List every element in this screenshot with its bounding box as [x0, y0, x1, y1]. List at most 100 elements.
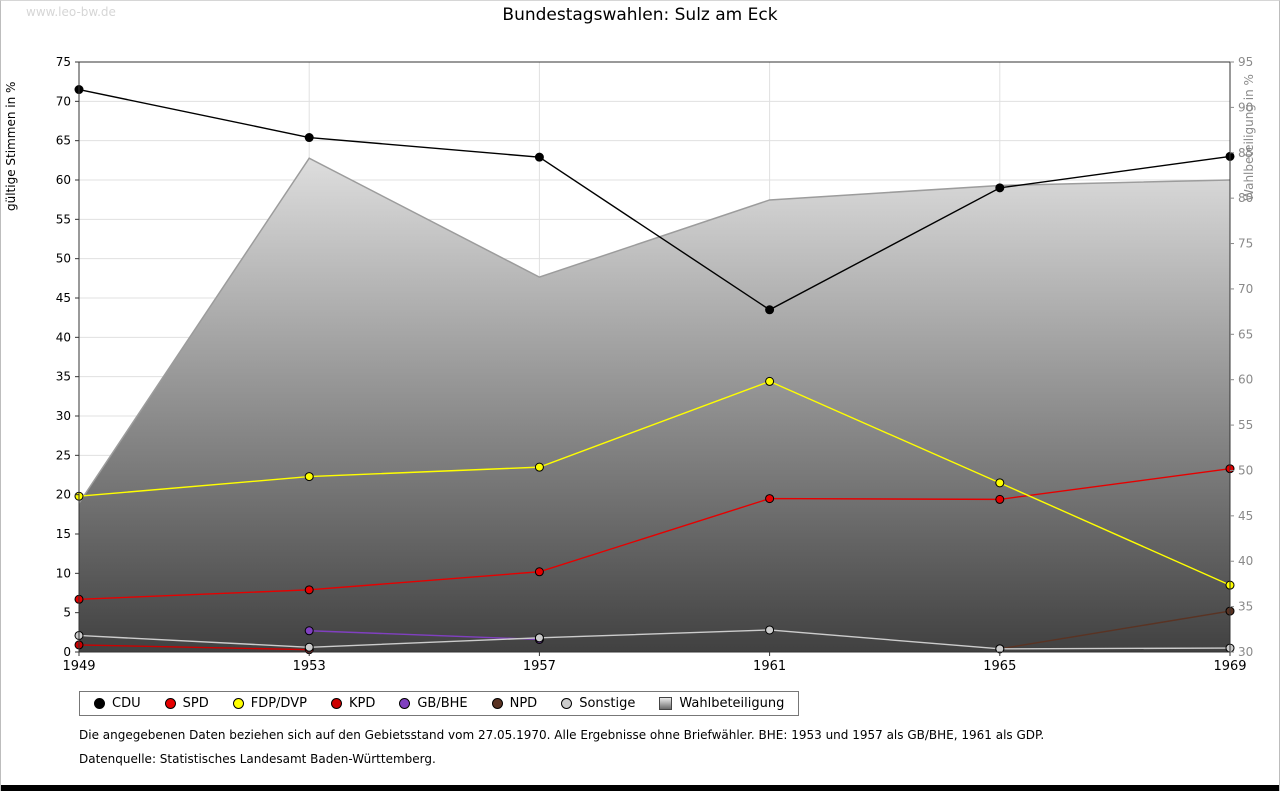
left-tick-label: 5 [63, 606, 71, 620]
left-tick-label: 70 [56, 94, 71, 108]
left-tick-label: 0 [63, 645, 71, 659]
turnout-area-fill [79, 158, 1230, 652]
legend-label-cdu: CDU [112, 696, 141, 711]
right-tick-label: 90 [1238, 100, 1253, 114]
right-axis-title: Wahlbeteiligung in % [1242, 74, 1256, 201]
right-tick-label: 50 [1238, 463, 1253, 477]
x-tick-label-1961: 1961 [753, 659, 786, 674]
x-tick-label-1969: 1969 [1213, 659, 1246, 674]
left-axis: 0 5 10 15 20 25 30 35 40 45 50 55 60 65 70 75 gültige St… [4, 55, 79, 659]
marker-spd [765, 494, 775, 504]
series-line-sonstige [78, 629, 1231, 650]
legend-item-cdu: CDU [94, 696, 141, 711]
marker-cdu [534, 152, 544, 162]
legend-item-npd: NPD [491, 696, 538, 711]
marker-fdp-dvp [304, 472, 314, 482]
legend-swatch-wahlbeteiligung [659, 697, 673, 710]
left-tick-label: 50 [56, 252, 71, 266]
marker-gb-bhe [304, 626, 314, 636]
series-line-fdp-dvp [78, 380, 1231, 586]
left-tick-label: 45 [56, 291, 71, 305]
legend-item-sonstige: Sonstige [561, 696, 635, 711]
series-markers [74, 85, 1235, 655]
turnout-line [78, 157, 1231, 504]
right-tick-label: 60 [1238, 373, 1253, 387]
chart-canvas: 0 5 10 15 20 25 30 35 40 45 50 55 60 65 70 75 gültige St… [4, 55, 1256, 674]
right-tick-label: 55 [1238, 418, 1253, 432]
left-tick-label: 25 [56, 448, 71, 462]
marker-cdu [995, 183, 1005, 193]
marker-sonstige [534, 633, 544, 643]
left-tick-label: 30 [56, 409, 71, 423]
right-tick-label: 45 [1238, 509, 1253, 523]
marker-fdp-dvp [534, 462, 544, 472]
plot-frame [78, 61, 1231, 653]
legend-item-wahlbeteiligung: Wahlbeteiligung [659, 696, 784, 711]
series-lines [78, 88, 1231, 651]
x-axis: 1949 1953 1957 1961 1965 1969 [62, 652, 1247, 674]
marker-spd [995, 494, 1005, 504]
legend-item-spd: SPD [164, 696, 209, 711]
right-tick-label: 80 [1238, 191, 1253, 205]
marker-fdp-dvp [765, 376, 775, 386]
right-tick-label: 75 [1238, 237, 1253, 251]
x-tick-label-1965: 1965 [983, 659, 1016, 674]
footnote-gebietsstand: Die angegebenen Daten beziehen sich auf … [79, 728, 1045, 742]
series-line-npd [999, 610, 1231, 650]
legend-marker-cdu [94, 698, 105, 709]
legend-label-npd: NPD [509, 696, 538, 711]
marker-cdu [765, 305, 775, 315]
turnout-area [78, 157, 1231, 652]
legend-label-kpd: KPD [348, 696, 376, 711]
right-axis: 30 35 40 45 50 55 60 65 70 75 80 85 90 95 Wahlbeteilig… [1230, 55, 1256, 659]
right-tick-label: 95 [1238, 55, 1253, 69]
chart-title: Bundestagswahlen: Sulz am Eck [502, 5, 778, 25]
x-tick-label-1949: 1949 [62, 659, 95, 674]
right-tick-label: 85 [1238, 146, 1253, 160]
marker-cdu [304, 133, 314, 143]
legend-label-fdp-dvp: FDP/DVP [250, 696, 307, 711]
legend-item-kpd: KPD [330, 696, 376, 711]
legend-marker-gb-bhe [399, 698, 411, 709]
left-tick-label: 40 [56, 330, 71, 344]
left-tick-label: 35 [56, 370, 71, 384]
legend-marker-spd [164, 698, 176, 709]
left-tick-label: 60 [56, 173, 71, 187]
legend-item-gb-bhe: GB/BHE [399, 696, 468, 711]
series-line-gb-bhe [309, 630, 540, 641]
legend-marker-sonstige [561, 698, 573, 709]
legend-marker-fdp-dvp [232, 698, 244, 709]
x-tick-label-1957: 1957 [523, 659, 556, 674]
right-tick-label: 30 [1238, 645, 1253, 659]
legend: CDU SPD FDP/DVP KPD GB/BHE NPD Sonstige Wahlbet… [79, 691, 800, 716]
legend-label-wahlbeteiligung: Wahlbeteiligung [679, 696, 785, 711]
legend-marker-kpd [330, 698, 342, 709]
marker-sonstige [304, 642, 314, 652]
left-axis-title: gültige Stimmen in % [4, 82, 18, 211]
left-tick-label: 55 [56, 212, 71, 226]
series-line-kpd [78, 644, 310, 651]
watermark: www.leo-bw.de [26, 5, 116, 19]
left-tick-label: 75 [56, 55, 71, 69]
legend-marker-npd [491, 698, 503, 709]
marker-fdp-dvp [995, 478, 1005, 488]
footnote-datenquelle: Datenquelle: Statistisches Landesamt Bad… [79, 752, 436, 766]
left-tick-label: 20 [56, 488, 71, 502]
marker-sonstige [765, 625, 775, 635]
right-tick-label: 40 [1238, 554, 1253, 568]
series-line-spd [78, 468, 1231, 600]
legend-label-gb-bhe: GB/BHE [417, 696, 468, 711]
left-tick-label: 10 [56, 566, 71, 580]
legend-item-fdp-dvp: FDP/DVP [232, 696, 307, 711]
legend-label-sonstige: Sonstige [579, 696, 636, 711]
series-line-cdu [78, 88, 1231, 311]
right-tick-label: 35 [1238, 600, 1253, 614]
marker-spd [304, 585, 314, 595]
marker-spd [534, 567, 544, 577]
bottom-border-bar [1, 785, 1279, 791]
legend-label-spd: SPD [182, 696, 209, 711]
right-tick-label: 65 [1238, 327, 1253, 341]
x-tick-label-1953: 1953 [293, 659, 326, 674]
left-tick-label: 65 [56, 134, 71, 148]
